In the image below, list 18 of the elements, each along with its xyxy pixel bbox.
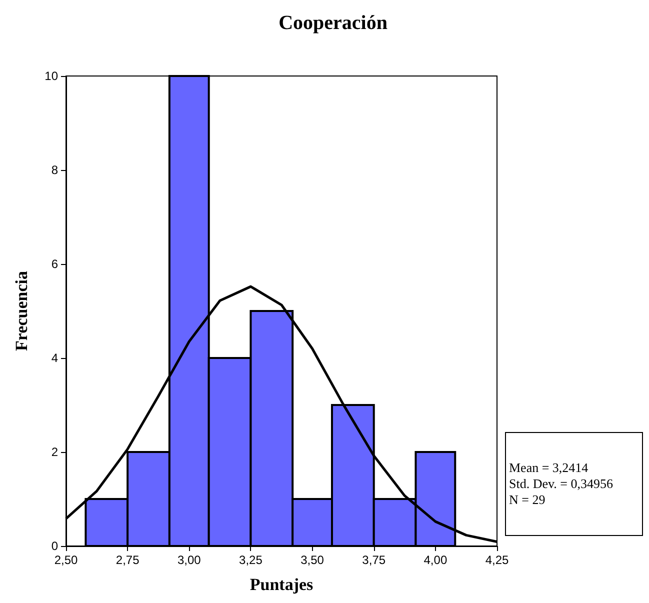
y-tick-label: 8 <box>51 163 58 177</box>
y-tick-label: 10 <box>44 69 58 83</box>
x-tick-label: 4,25 <box>485 553 509 567</box>
y-axis-title: Frecuencia <box>12 270 31 351</box>
chart-title: Cooperación <box>278 12 388 34</box>
x-tick-label: 4,00 <box>424 553 448 567</box>
x-tick-label: 2,50 <box>54 553 78 567</box>
x-tick-label: 3,75 <box>362 553 386 567</box>
y-tick-label: 2 <box>51 445 58 459</box>
y-tick-label: 4 <box>51 351 58 365</box>
y-tick-label: 6 <box>51 257 58 271</box>
x-tick-label: 3,50 <box>300 553 324 567</box>
x-tick-label: 2,75 <box>116 553 140 567</box>
y-tick-label: 0 <box>51 539 58 553</box>
x-axis-title: Puntajes <box>250 575 314 594</box>
x-tick-label: 3,25 <box>239 553 263 567</box>
text-box: Mean = 3,2414 Std. Dev. = 0,34956 N = 29 <box>505 432 643 536</box>
x-tick-label: 3,00 <box>177 553 202 567</box>
